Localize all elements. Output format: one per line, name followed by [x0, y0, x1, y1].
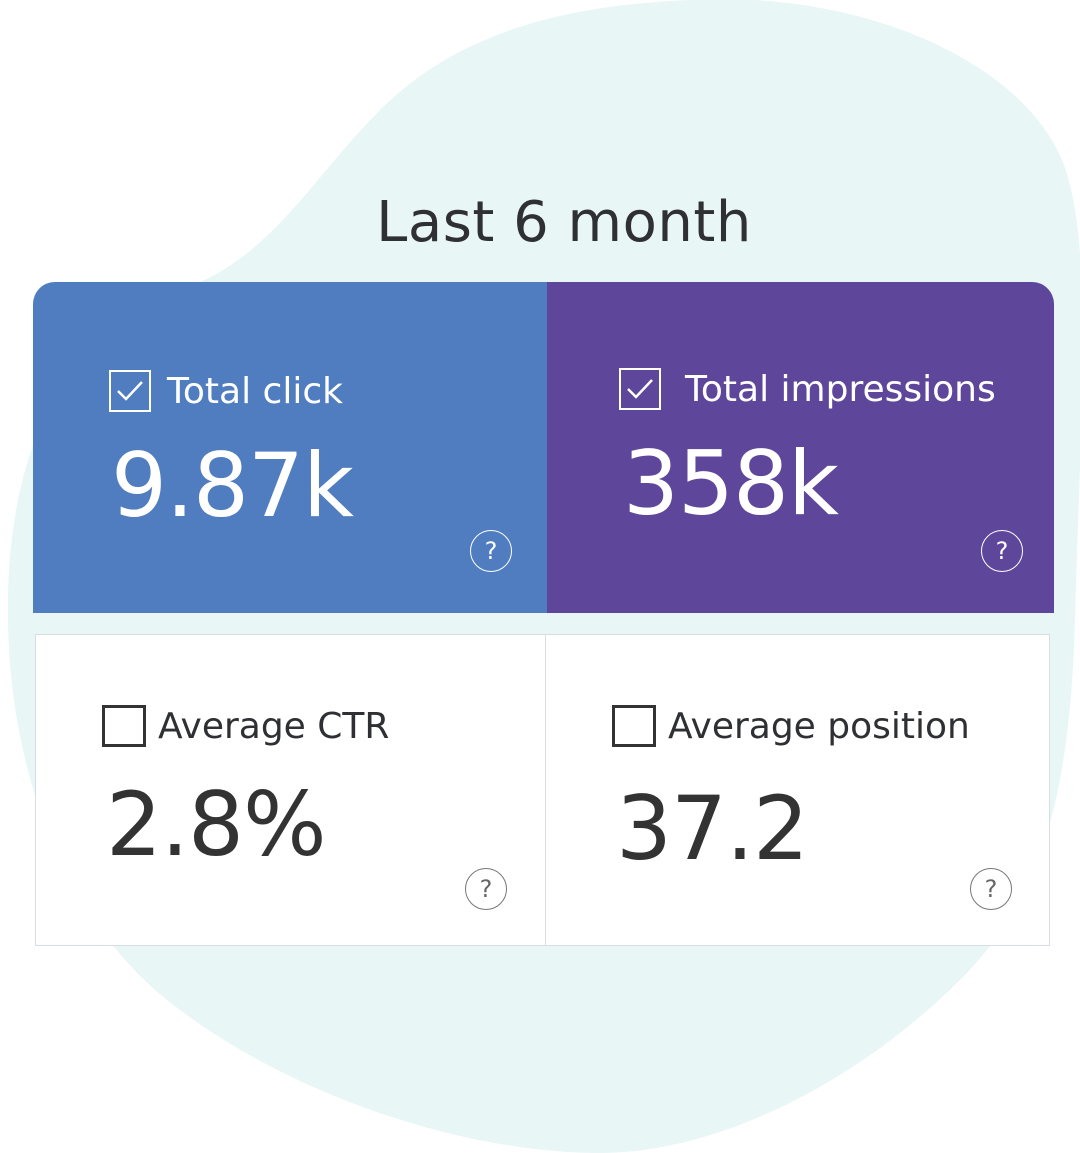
help-circle-icon[interactable]: ?: [970, 868, 1012, 910]
help-circle-icon[interactable]: ?: [981, 530, 1023, 572]
checkbox-empty-icon[interactable]: [102, 705, 146, 747]
checkbox-empty-icon[interactable]: [612, 705, 656, 747]
metric-card-total-impressions[interactable]: Total impressions 358k ?: [547, 282, 1054, 613]
help-circle-icon[interactable]: ?: [470, 530, 512, 572]
metric-card-average-position[interactable]: Average position 37.2 ?: [545, 634, 1050, 946]
metric-value: 9.87k: [111, 434, 354, 537]
metric-value: 358k: [623, 432, 839, 535]
metric-label: Total click: [167, 370, 343, 412]
page-title: Last 6 month: [376, 190, 752, 255]
help-circle-icon[interactable]: ?: [465, 868, 507, 910]
checkbox-checked-icon[interactable]: [619, 368, 661, 410]
metric-value: 2.8%: [106, 773, 327, 876]
metric-card-total-click[interactable]: Total click 9.87k ?: [33, 282, 547, 613]
metric-value: 37.2: [616, 777, 809, 880]
checkbox-checked-icon[interactable]: [109, 370, 151, 412]
metric-label: Total impressions: [685, 368, 996, 410]
metric-card-average-ctr[interactable]: Average CTR 2.8% ?: [35, 634, 545, 946]
metric-label: Average CTR: [158, 705, 390, 747]
metric-label: Average position: [668, 705, 970, 747]
